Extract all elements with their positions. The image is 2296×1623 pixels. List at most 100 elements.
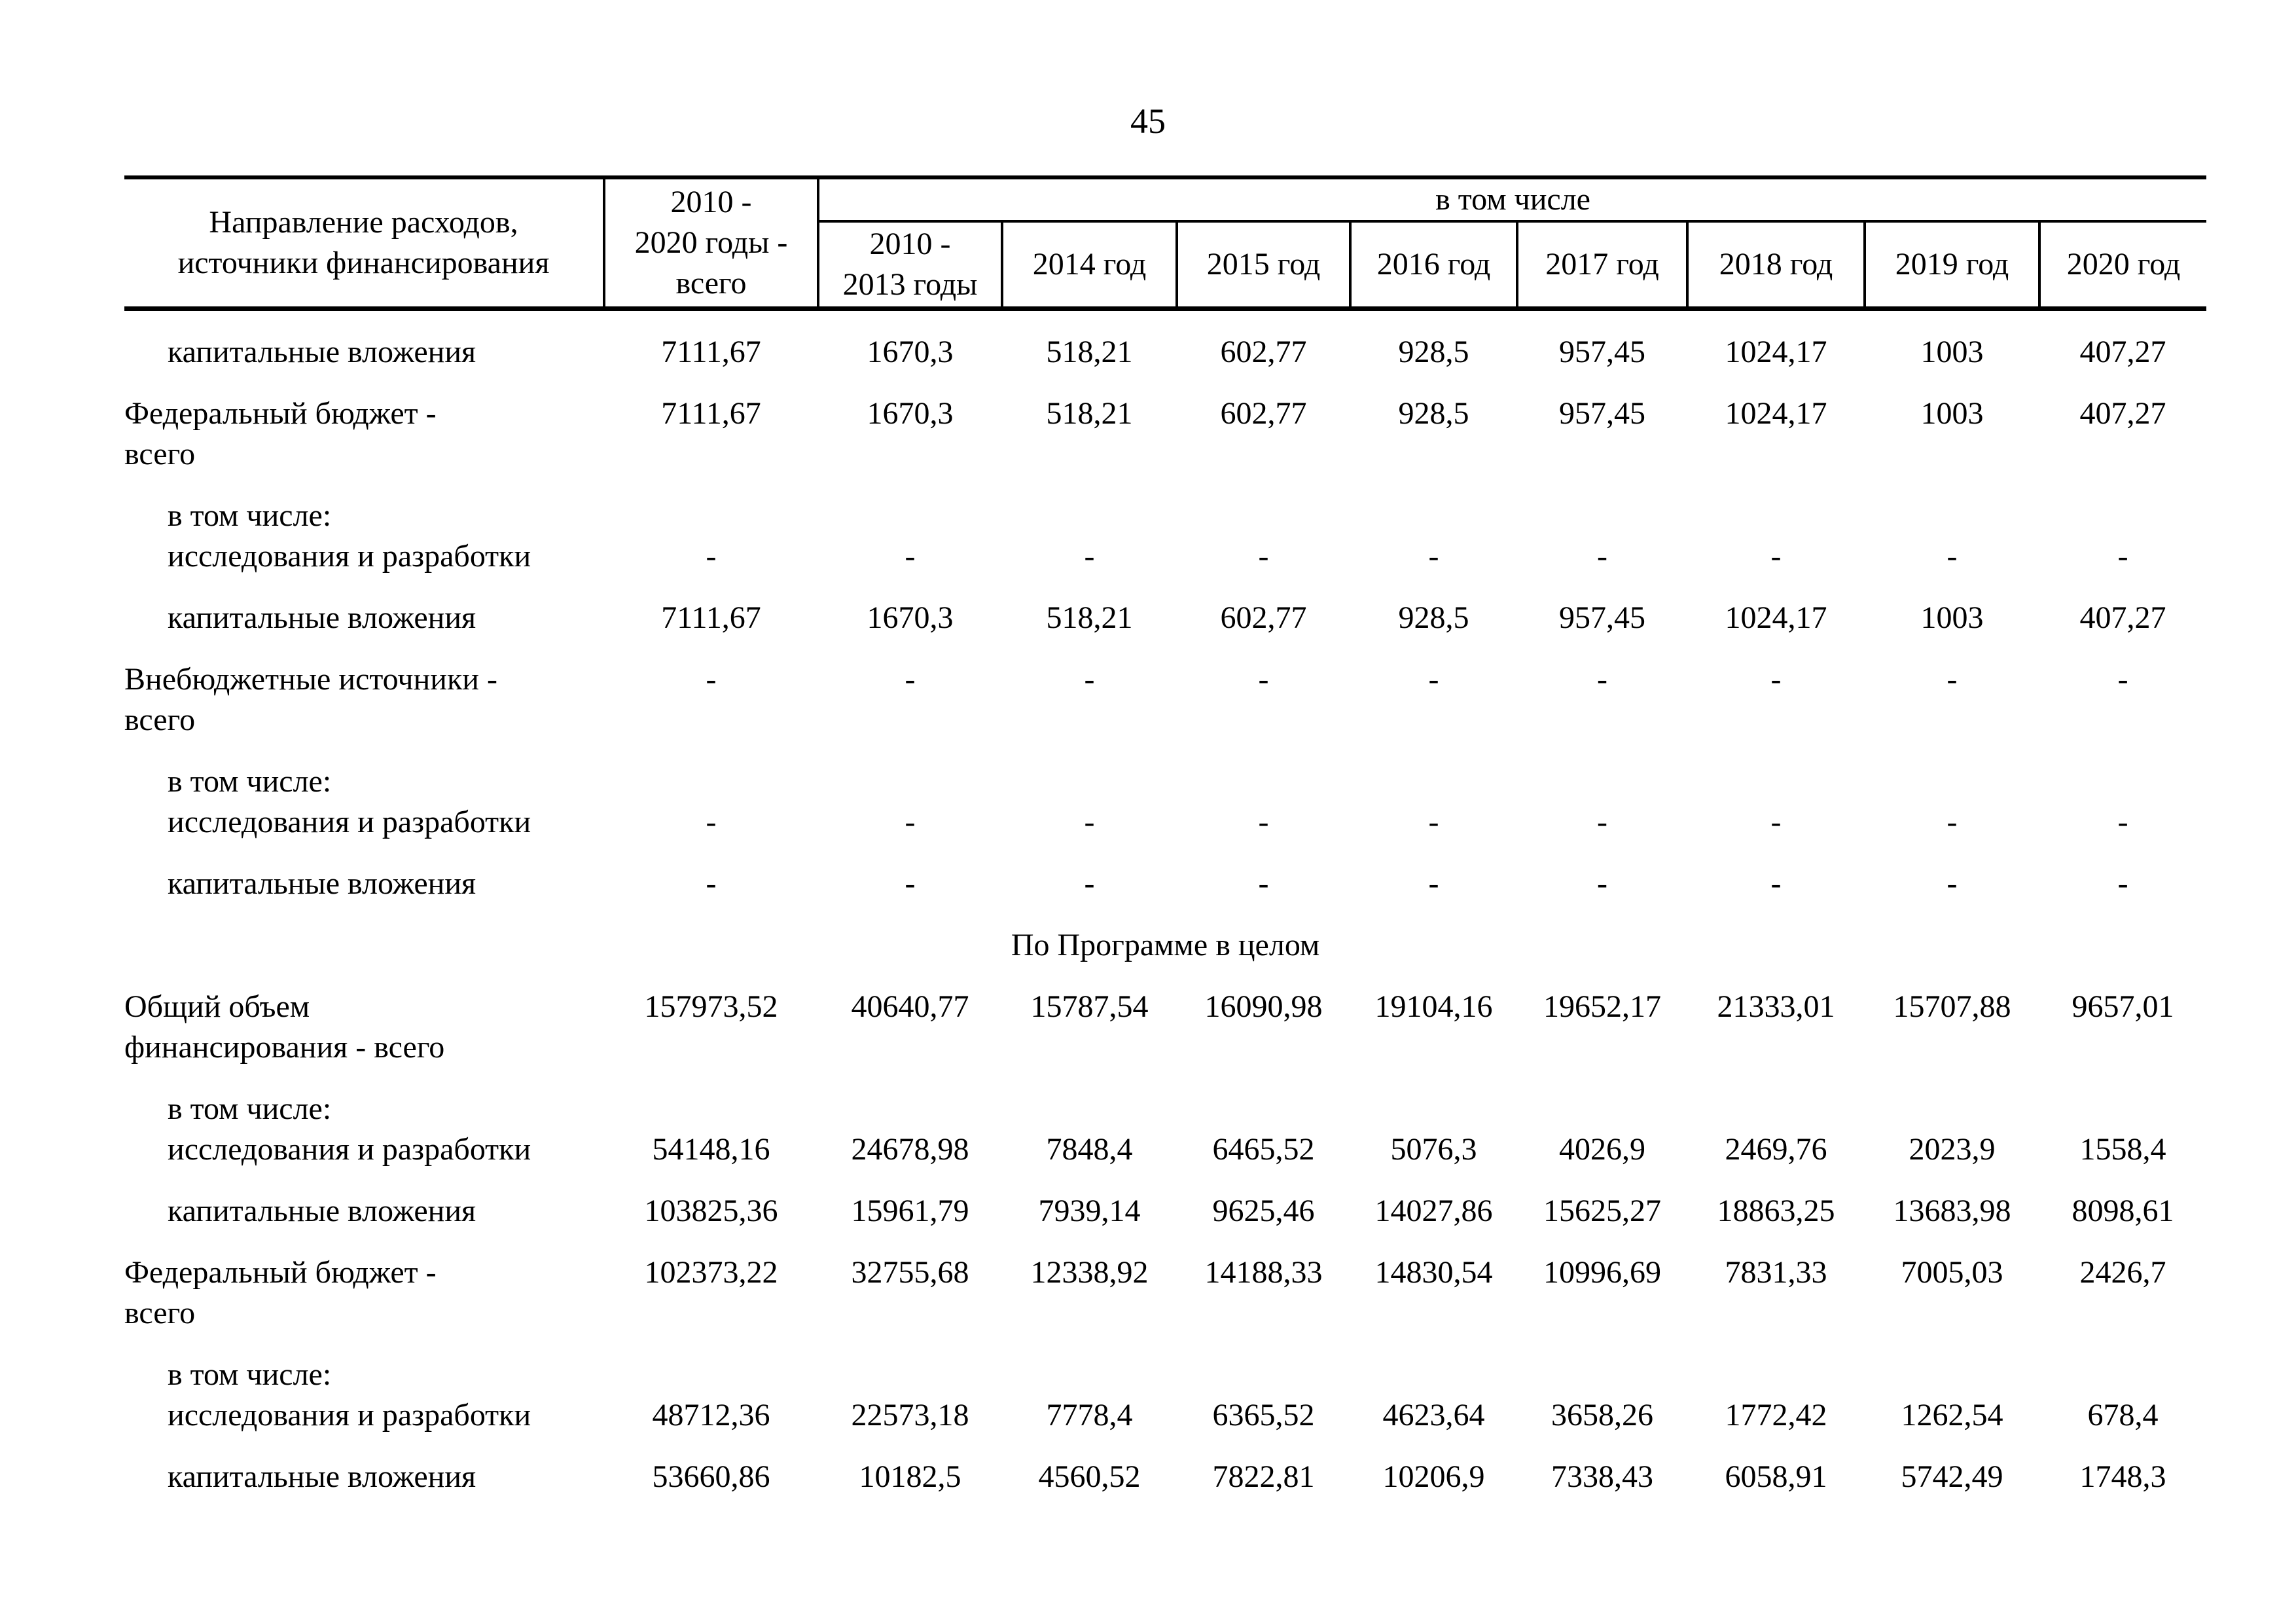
value-cell-empty: -: [905, 539, 916, 574]
table-row: капитальные вложения 103825,36 15961,79 793…: [124, 1170, 2206, 1231]
table-row: в том числе: исследования и разработки - -…: [124, 475, 2206, 577]
header-year-2010-2013: 2010 - 2013 годы: [817, 221, 1002, 311]
value-cell: 1024,17: [1725, 396, 1827, 431]
header-year-2016: 2016 год: [1349, 221, 1517, 311]
value-cell-empty: -: [706, 866, 717, 901]
section-row: По Программе в целом: [124, 904, 2206, 966]
header-year-2014: 2014 год: [1001, 221, 1177, 311]
value-cell-empty: -: [1597, 662, 1607, 697]
row-label: капитальные вложения: [168, 1194, 476, 1228]
value-cell-empty: -: [1258, 539, 1269, 574]
value-cell-empty: -: [1084, 662, 1095, 697]
table-row: в том числе: исследования и разработки - -…: [124, 740, 2206, 843]
value-cell: 6365,52: [1212, 1398, 1315, 1432]
value-cell: 5076,3: [1390, 1132, 1477, 1167]
value-cell: 678,4: [2087, 1398, 2159, 1432]
value-cell: 407,27: [2079, 396, 2166, 431]
value-cell: 7778,4: [1046, 1398, 1133, 1432]
value-cell-empty: -: [1258, 662, 1269, 697]
row-label: капитальные вложения: [168, 600, 476, 635]
value-cell-empty: -: [905, 662, 916, 697]
table-header: Направление расходов, источники финансир…: [124, 177, 2207, 311]
value-cell-empty: -: [706, 805, 717, 839]
value-cell: 40640,77: [851, 989, 969, 1024]
value-cell: 7338,43: [1551, 1459, 1653, 1494]
value-cell: 2023,9: [1909, 1132, 1996, 1167]
value-cell: 53660,86: [652, 1459, 770, 1494]
value-cell-empty: -: [2117, 539, 2128, 574]
page-number: 45: [1130, 101, 1166, 141]
header-year-2020: 2020 год: [2037, 221, 2207, 311]
table-row: капитальные вложения 53660,86 10182,5 4560,…: [124, 1436, 2206, 1497]
value-cell: 7831,33: [1725, 1255, 1827, 1290]
row-label: в том числе: исследования и разработки: [168, 1091, 531, 1167]
value-cell: 10182,5: [859, 1459, 961, 1494]
table-row: в том числе: исследования и разработки 48…: [124, 1334, 2206, 1436]
table-row: Федеральный бюджет - всего 7111,67 1670,3 5…: [124, 373, 2206, 475]
value-cell-empty: -: [1946, 866, 1958, 901]
value-cell: 16090,98: [1204, 989, 1323, 1024]
value-cell: 1670,3: [867, 335, 954, 369]
value-cell: 602,77: [1220, 335, 1307, 369]
value-cell: 1262,54: [1901, 1398, 2003, 1432]
table-row: Внебюджетные источники - всего - - - - - - - - -: [124, 638, 2206, 740]
value-cell-empty: -: [706, 662, 717, 697]
value-cell-empty: -: [1946, 662, 1958, 697]
value-cell-empty: -: [1084, 805, 1095, 839]
value-cell: 21333,01: [1717, 989, 1835, 1024]
value-cell: 15625,27: [1543, 1194, 1661, 1228]
row-label: капитальные вложения: [168, 1459, 476, 1494]
value-cell-empty: -: [1428, 805, 1439, 839]
value-cell: 12338,92: [1030, 1255, 1149, 1290]
value-cell: 4560,52: [1038, 1459, 1141, 1494]
row-label: Внебюджетные источники - всего: [124, 662, 497, 737]
table-row: Общий объем финансирования - всего 157973…: [124, 966, 2206, 1068]
row-label: Федеральный бюджет - всего: [124, 396, 437, 471]
value-cell: 2469,76: [1725, 1132, 1827, 1167]
header-direction: Направление расходов, источники финансир…: [124, 177, 605, 311]
value-cell-empty: -: [1428, 539, 1439, 574]
value-cell: 957,45: [1559, 396, 1645, 431]
header-total-2010-2020: 2010 - 2020 годы - всего: [604, 177, 819, 311]
value-cell: 4026,9: [1559, 1132, 1645, 1167]
value-cell: 15787,54: [1030, 989, 1149, 1024]
value-cell: 518,21: [1046, 600, 1133, 635]
value-cell-empty: -: [1946, 539, 1958, 574]
value-cell-empty: -: [1770, 539, 1782, 574]
value-cell-empty: -: [1084, 866, 1095, 901]
value-cell-empty: -: [1084, 539, 1095, 574]
section-heading: По Программе в целом: [1011, 928, 1320, 962]
financing-table: Направление расходов, источники финансир…: [124, 175, 2207, 1497]
row-label: капитальные вложения: [168, 866, 476, 901]
value-cell: 14188,33: [1204, 1255, 1323, 1290]
value-cell: 8098,61: [2072, 1194, 2174, 1228]
value-cell-empty: -: [905, 805, 916, 839]
row-label: в том числе: исследования и разработки: [168, 498, 531, 574]
table-row: Федеральный бюджет - всего 102373,22 32755…: [124, 1231, 2206, 1334]
value-cell: 48712,36: [652, 1398, 770, 1432]
value-cell: 157973,52: [644, 989, 778, 1024]
value-cell-empty: -: [2117, 805, 2128, 839]
header-year-2017: 2017 год: [1516, 221, 1687, 311]
value-cell: 957,45: [1559, 600, 1645, 635]
value-cell: 1748,3: [2079, 1459, 2166, 1494]
value-cell: 4623,64: [1382, 1398, 1485, 1432]
value-cell: 407,27: [2079, 600, 2166, 635]
value-cell: 19652,17: [1543, 989, 1661, 1024]
value-cell-empty: -: [2117, 866, 2128, 901]
value-cell: 24678,98: [851, 1132, 969, 1167]
value-cell: 18863,25: [1717, 1194, 1835, 1228]
value-cell: 1670,3: [867, 600, 954, 635]
header-years-row: 2010 - 2013 годы 2014 год 2015 год 2016 год…: [124, 221, 2207, 311]
value-cell: 14027,86: [1374, 1194, 1493, 1228]
value-cell: 1670,3: [867, 396, 954, 431]
value-cell-empty: -: [1597, 805, 1607, 839]
value-cell: 928,5: [1398, 600, 1469, 635]
value-cell-empty: -: [1258, 805, 1269, 839]
value-cell: 602,77: [1220, 396, 1307, 431]
value-cell-empty: -: [1428, 866, 1439, 901]
table-row: в том числе: исследования и разработки 54…: [124, 1068, 2206, 1170]
header-year-2019: 2019 год: [1863, 221, 2039, 311]
value-cell: 9657,01: [2072, 989, 2174, 1024]
